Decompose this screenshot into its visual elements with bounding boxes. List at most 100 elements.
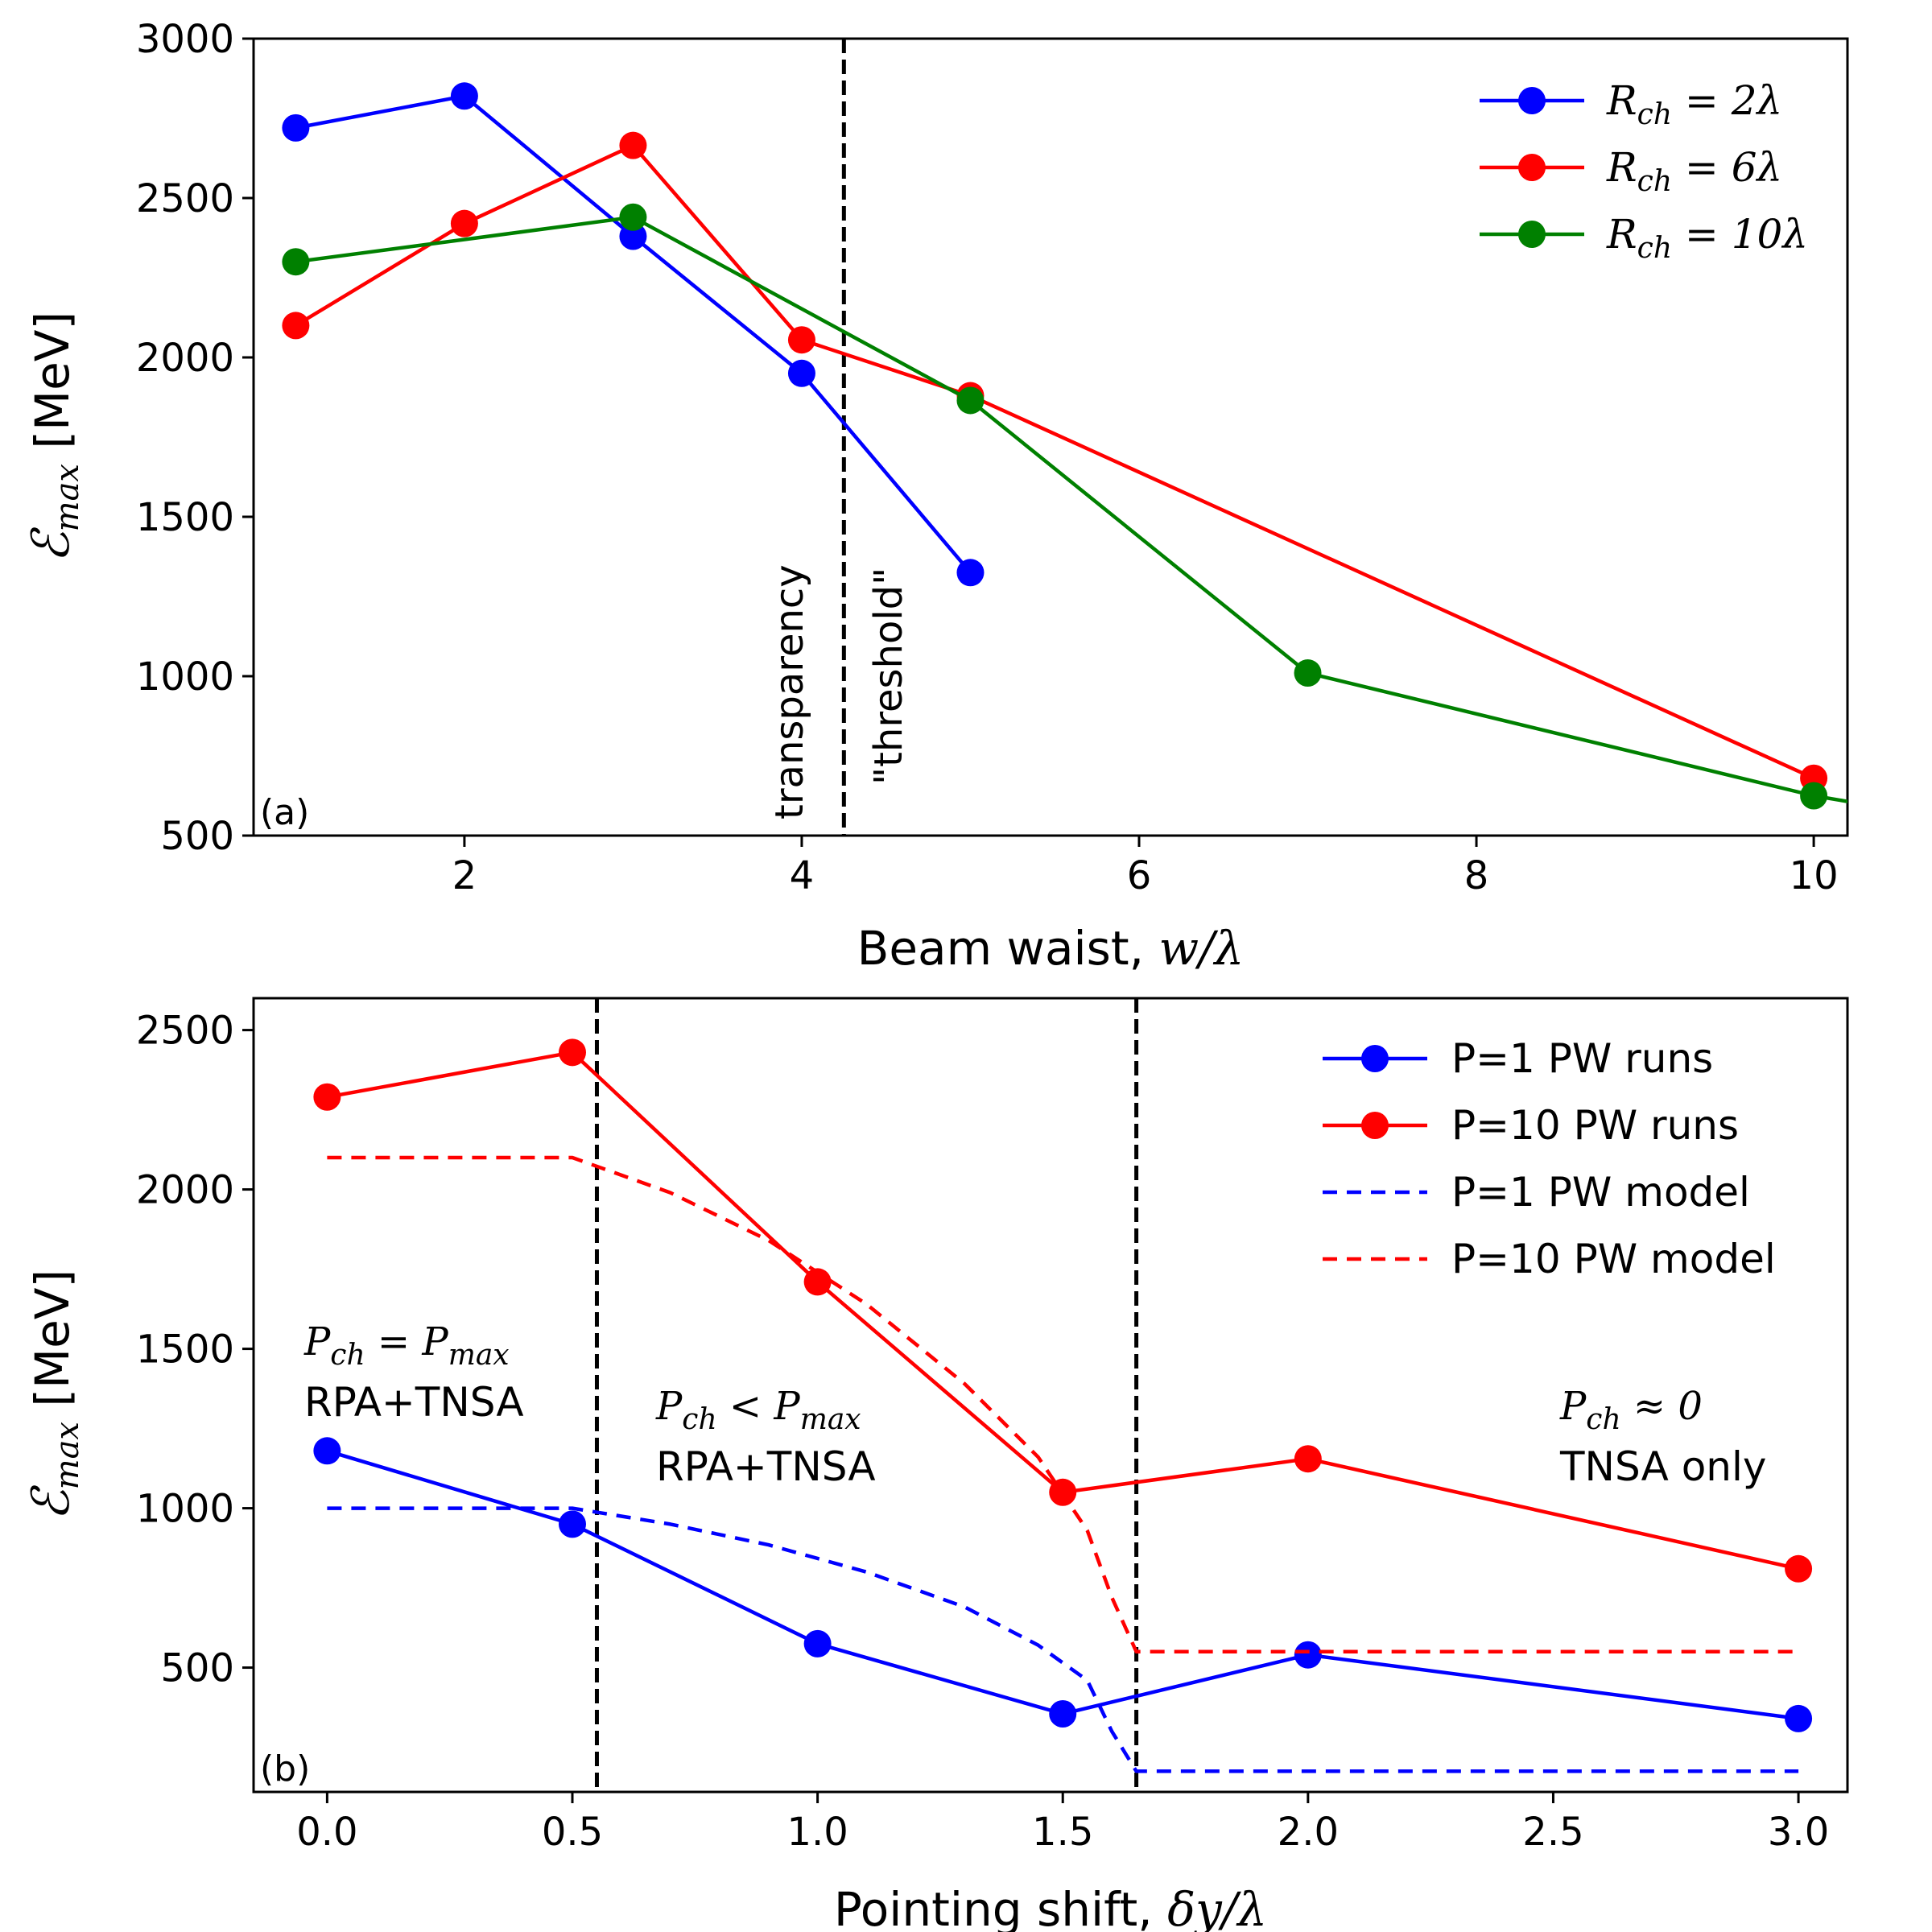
y-axis-label-unit: [MeV] — [25, 312, 80, 464]
annotation-line1: Pch < Pmax — [655, 1384, 861, 1436]
annotation-op: < — [717, 1384, 774, 1429]
x-tick-label: 6 — [1127, 853, 1152, 898]
annotation-line2: RPA+TNSA — [656, 1443, 876, 1490]
annotation-sub2: max — [448, 1339, 510, 1372]
legend-sub: ch — [1637, 232, 1672, 265]
y-tick-label: 2000 — [136, 1168, 234, 1213]
data-point — [619, 222, 647, 250]
legend-marker — [1518, 154, 1546, 181]
y-axis-label-sub: max — [49, 464, 86, 531]
legend-marker — [1361, 1045, 1389, 1072]
y-axis-label-unit: [MeV] — [25, 1269, 80, 1422]
legend-sub: ch — [1637, 98, 1672, 131]
legend-label-1: Rch = 6λ — [1606, 144, 1782, 198]
y-tick-label: 1000 — [136, 654, 234, 700]
x-tick-label: 0.5 — [542, 1810, 603, 1855]
data-point — [1049, 1699, 1077, 1728]
legend-label-0: Rch = 2λ — [1606, 77, 1782, 131]
legend-marker — [1361, 1112, 1389, 1139]
data-point — [1800, 782, 1828, 810]
data-point — [619, 203, 647, 231]
legend-sym: R — [1606, 211, 1637, 258]
axes-frame — [252, 37, 1849, 837]
y-tick-label: 3000 — [136, 17, 234, 62]
legend-text: P=1 PW model — [1451, 1169, 1750, 1216]
legend-text: P=10 PW runs — [1451, 1102, 1739, 1149]
panel-label: (b) — [260, 1748, 310, 1790]
y-tick-label: 2500 — [136, 1009, 234, 1054]
annotation-sub2: max — [800, 1403, 861, 1436]
annotation-op: ≈ 0 — [1621, 1384, 1703, 1429]
legend-sym: R — [1606, 144, 1637, 191]
y-axis-label: ℰmax [MeV] — [22, 1269, 86, 1521]
data-point — [282, 248, 310, 276]
x-tick-label: 2.0 — [1278, 1810, 1339, 1855]
data-point — [450, 82, 478, 110]
data-point — [1785, 1704, 1813, 1732]
series-line-3 — [327, 1155, 1799, 1654]
legend-text: P=1 PW runs — [1451, 1035, 1713, 1082]
data-point — [956, 559, 985, 587]
y-tick-label: 2000 — [136, 336, 234, 381]
panel-a: 2 4 6 8 10 500 1000 1500 2000 2500 3000 Beam waist,… — [22, 17, 1849, 976]
annotation-sym: P — [1559, 1384, 1587, 1429]
data-point — [559, 1510, 586, 1538]
legend-rest: = 6λ — [1672, 144, 1782, 191]
annotation-sym2: P — [773, 1384, 800, 1429]
x-tick-label: 1.5 — [1032, 1810, 1093, 1855]
x-axis-label: Pointing shift, δy/λ — [834, 1882, 1267, 1932]
annotation-sym: P — [655, 1384, 683, 1429]
x-axis-label-text: Beam waist, — [857, 921, 1159, 976]
y-tick-label: 500 — [160, 1646, 234, 1691]
annotation-op: = — [365, 1319, 423, 1364]
data-point — [282, 312, 310, 340]
legend-sub: ch — [1637, 165, 1672, 198]
data-point — [559, 1038, 586, 1067]
x-tick-label: 1.0 — [786, 1810, 848, 1855]
x-tick-label: 4 — [790, 853, 815, 898]
annotation-line1: Pch = Pmax — [303, 1319, 510, 1372]
annotation-label: "threshold" — [866, 568, 911, 785]
legend-marker — [1518, 221, 1546, 248]
annotation-line2: RPA+TNSA — [304, 1379, 524, 1426]
x-axis-label-text: Pointing shift, — [834, 1882, 1167, 1932]
annotation-sym2: P — [421, 1319, 448, 1364]
y-axis-label: ℰmax [MeV] — [22, 312, 86, 563]
legend-label-2: P=1 PW model — [1451, 1169, 1750, 1216]
series-line-0 — [326, 1449, 1799, 1721]
x-tick-label: 10 — [1790, 853, 1839, 898]
y-axis-label-sub: max — [49, 1422, 86, 1489]
legend-label-3: P=10 PW model — [1451, 1236, 1776, 1282]
legend-marker — [1518, 87, 1546, 114]
y-tick-label: 500 — [160, 814, 234, 859]
panel-b: 0.0 0.5 1.0 1.5 2.0 2.5 3.0 500 1000 1500 2000 2500… — [22, 997, 1849, 1932]
series-line-1 — [326, 1051, 1799, 1571]
annotation-line2: TNSA only — [1559, 1443, 1766, 1490]
y-axis-label-symbol: ℰ — [22, 526, 81, 563]
y-tick-label: 2500 — [136, 176, 234, 221]
x-tick-label: 0.0 — [296, 1810, 357, 1855]
data-point — [282, 114, 310, 142]
x-axis-label-math: δy/λ — [1167, 1882, 1267, 1932]
legend-sym: R — [1606, 77, 1637, 124]
plot-area — [282, 39, 1847, 836]
x-tick-label: 3.0 — [1768, 1810, 1829, 1855]
x-tick-label: 2.5 — [1522, 1810, 1583, 1855]
annotation-sub: ch — [682, 1403, 716, 1436]
legend-label-0: P=1 PW runs — [1451, 1035, 1713, 1082]
data-point — [313, 1437, 341, 1465]
x-tick-label: 2 — [452, 853, 477, 898]
y-tick-label: 1000 — [136, 1487, 234, 1532]
y-tick-label: 1500 — [136, 495, 234, 540]
data-point — [1294, 1445, 1322, 1473]
data-point — [787, 359, 815, 387]
legend-text: P=10 PW model — [1451, 1236, 1776, 1282]
data-point — [956, 386, 985, 415]
legend-label-2: Rch = 10λ — [1606, 211, 1808, 265]
data-point — [803, 1629, 832, 1657]
x-axis-label-math: w/λ — [1158, 921, 1244, 976]
annotation-sub: ch — [1586, 1403, 1620, 1436]
panel-label: (a) — [260, 792, 309, 833]
x-tick-label: 8 — [1464, 853, 1489, 898]
